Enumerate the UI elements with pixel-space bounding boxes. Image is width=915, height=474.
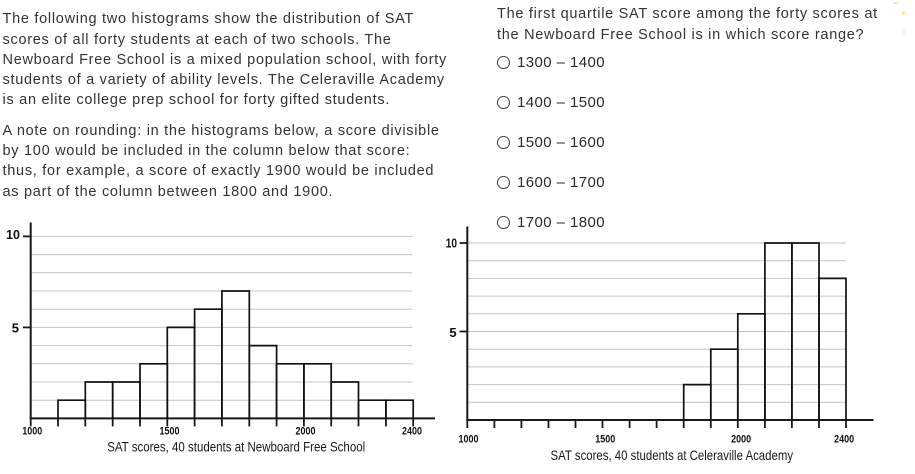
svg-text:5: 5 [12,320,19,335]
svg-text:10: 10 [6,227,20,242]
svg-text:2000: 2000 [296,425,316,437]
svg-text:5: 5 [449,325,456,340]
svg-text:2400: 2400 [402,425,422,437]
svg-text:SAT scores, 40 students at Cel: SAT scores, 40 students at Celeraville A… [551,447,794,463]
svg-text:SAT scores, 40 students at New: SAT scores, 40 students at Newboard Free… [107,438,365,454]
svg-text:1000: 1000 [459,434,479,446]
svg-text:10: 10 [446,235,457,250]
svg-text:1000: 1000 [22,425,42,437]
svg-text:2000: 2000 [731,434,751,446]
svg-text:1500: 1500 [160,425,180,437]
svg-text:2400: 2400 [834,434,854,446]
svg-text:1500: 1500 [595,434,615,446]
